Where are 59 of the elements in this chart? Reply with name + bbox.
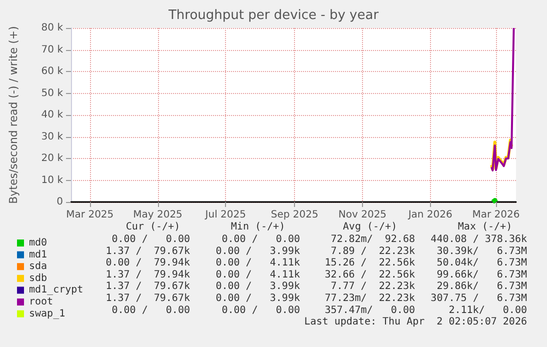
text: 440.08 / 378.36k	[430, 234, 527, 245]
text: 50.04k/ 6.73M	[436, 258, 527, 269]
text: 72.82m/ 92.68	[330, 234, 415, 245]
text: 0.00 / 4.11k	[216, 269, 300, 280]
text: 0.00 / 79.94k	[106, 258, 190, 269]
y-tick-label: 20 k	[41, 153, 64, 164]
text: 29.86k/ 6.73M	[436, 281, 527, 292]
x-tick-label: Jan 2026	[407, 210, 452, 220]
text: 32.66 / 22.56k	[324, 269, 415, 280]
text: 15.26 / 22.56k	[324, 258, 415, 269]
text: 1.37 / 79.67k	[106, 281, 190, 292]
text: 0.00 / 3.99k	[216, 293, 300, 304]
text: 0.00 / 3.99k	[216, 246, 300, 257]
text: Last update: Thu Apr 2 02:05:07 2026	[304, 316, 527, 328]
x-tick-label: Sep 2025	[270, 210, 318, 220]
text: 30.39k/ 6.73M	[436, 246, 527, 257]
text: 7.89 / 22.23k	[330, 246, 415, 257]
x-tick-label: Mar 2026	[472, 210, 520, 220]
y-axis-title: Bytes/second read (-) / write (+)	[7, 26, 20, 204]
legend-label: sda	[29, 261, 48, 272]
text: 0.00 / 4.11k	[216, 258, 300, 269]
text: Min (-/+)	[230, 222, 286, 232]
x-tick-label: Mar 2025	[66, 210, 114, 220]
text: 0.00 / 0.00	[112, 304, 190, 316]
x-tick-label: Nov 2025	[338, 210, 387, 220]
legend-label: sdb	[29, 272, 48, 284]
text: 1.37 / 79.67k	[106, 293, 190, 304]
text: 77.23m/ 22.23k	[324, 293, 415, 304]
y-tick-label: 50 k	[41, 88, 64, 99]
y-tick-label: 80 k	[41, 22, 64, 34]
text: 0.00 / 0.00	[112, 234, 190, 245]
x-tick-label: May 2025	[133, 210, 182, 220]
legend-label: md1	[29, 249, 48, 260]
text: Avg (-/+)	[342, 222, 398, 232]
text: Cur (-/+)	[126, 222, 180, 232]
text: 357.47m/ 0.00	[324, 304, 415, 316]
legend-label: md0	[29, 238, 48, 248]
y-tick-label: 40 k	[41, 110, 64, 120]
x-tick-label: Jul 2025	[204, 210, 246, 220]
y-tick-label: 30 k	[41, 131, 64, 142]
text: 0.00 / 0.00	[222, 304, 300, 316]
text: 7.77 / 22.23k	[330, 281, 415, 292]
line-series	[490, 27, 515, 172]
text: 0.00 / 0.00	[222, 234, 300, 245]
chart-title: Throughput per device - by year	[167, 8, 380, 23]
y-tick-label: 70 k	[41, 44, 64, 56]
text: 99.66k/ 6.73M	[436, 269, 527, 280]
text: 307.75 / 6.73M	[430, 293, 527, 304]
legend-label: md1_crypt	[29, 284, 84, 296]
y-tick-label: 60 k	[41, 66, 64, 77]
y-tick-label: 0	[56, 196, 63, 208]
y-tick-label: 10 k	[41, 174, 64, 186]
text: 1.37 / 79.67k	[106, 246, 190, 257]
text: Max (-/+)	[458, 222, 512, 232]
text: 1.37 / 79.94k	[106, 269, 190, 280]
legend-label: root	[29, 296, 54, 308]
text: 2.11k/ 0.00	[448, 304, 527, 316]
text: 0.00 / 3.99k	[216, 281, 300, 292]
legend-label: swap_1	[29, 308, 66, 320]
